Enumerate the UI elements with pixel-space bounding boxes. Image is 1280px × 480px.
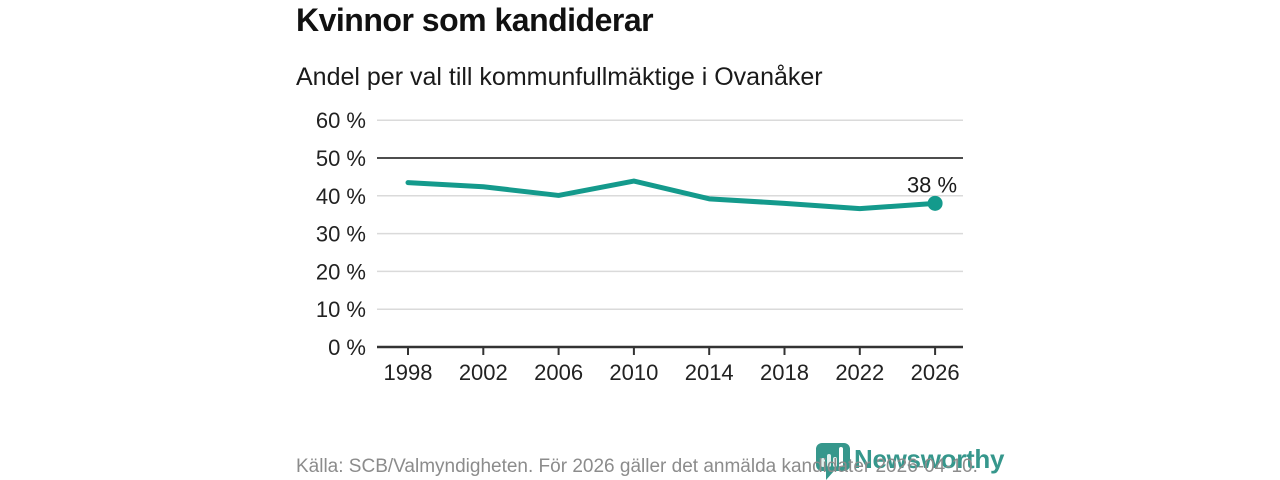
y-tick-label: 20 % [316, 259, 366, 284]
chart-subtitle: Andel per val till kommunfullmäktige i O… [296, 63, 823, 91]
y-tick-label: 30 % [316, 222, 366, 247]
x-tick-label: 2006 [534, 360, 583, 385]
x-tick-label: 2014 [685, 360, 734, 385]
newsworthy-logo-text: Newsworthy [854, 444, 1005, 474]
end-point-label: 38 % [907, 172, 957, 197]
newsworthy-logo: Newsworthy [813, 442, 1004, 480]
y-tick-label: 60 % [316, 108, 366, 133]
x-tick-label: 2002 [459, 360, 508, 385]
y-tick-label: 0 % [328, 335, 366, 360]
x-tick-label: 2026 [911, 360, 960, 385]
x-tick-label: 1998 [384, 360, 433, 385]
end-point-marker [927, 195, 943, 211]
x-tick-label: 2010 [609, 360, 658, 385]
chart-title: Kvinnor som kandiderar [296, 2, 654, 38]
x-tick-label: 2018 [760, 360, 809, 385]
y-tick-label: 50 % [316, 146, 366, 171]
logo-bar-chart-glyph [821, 447, 843, 467]
data-line [405, 178, 938, 212]
newsworthy-logo-icon [816, 443, 850, 480]
x-tick-label: 2022 [835, 360, 884, 385]
source-note: Källa: SCB/Valmyndigheten. För 2026 gäll… [296, 456, 978, 477]
y-tick-label: 40 % [316, 184, 366, 209]
y-tick-label: 10 % [316, 297, 366, 322]
